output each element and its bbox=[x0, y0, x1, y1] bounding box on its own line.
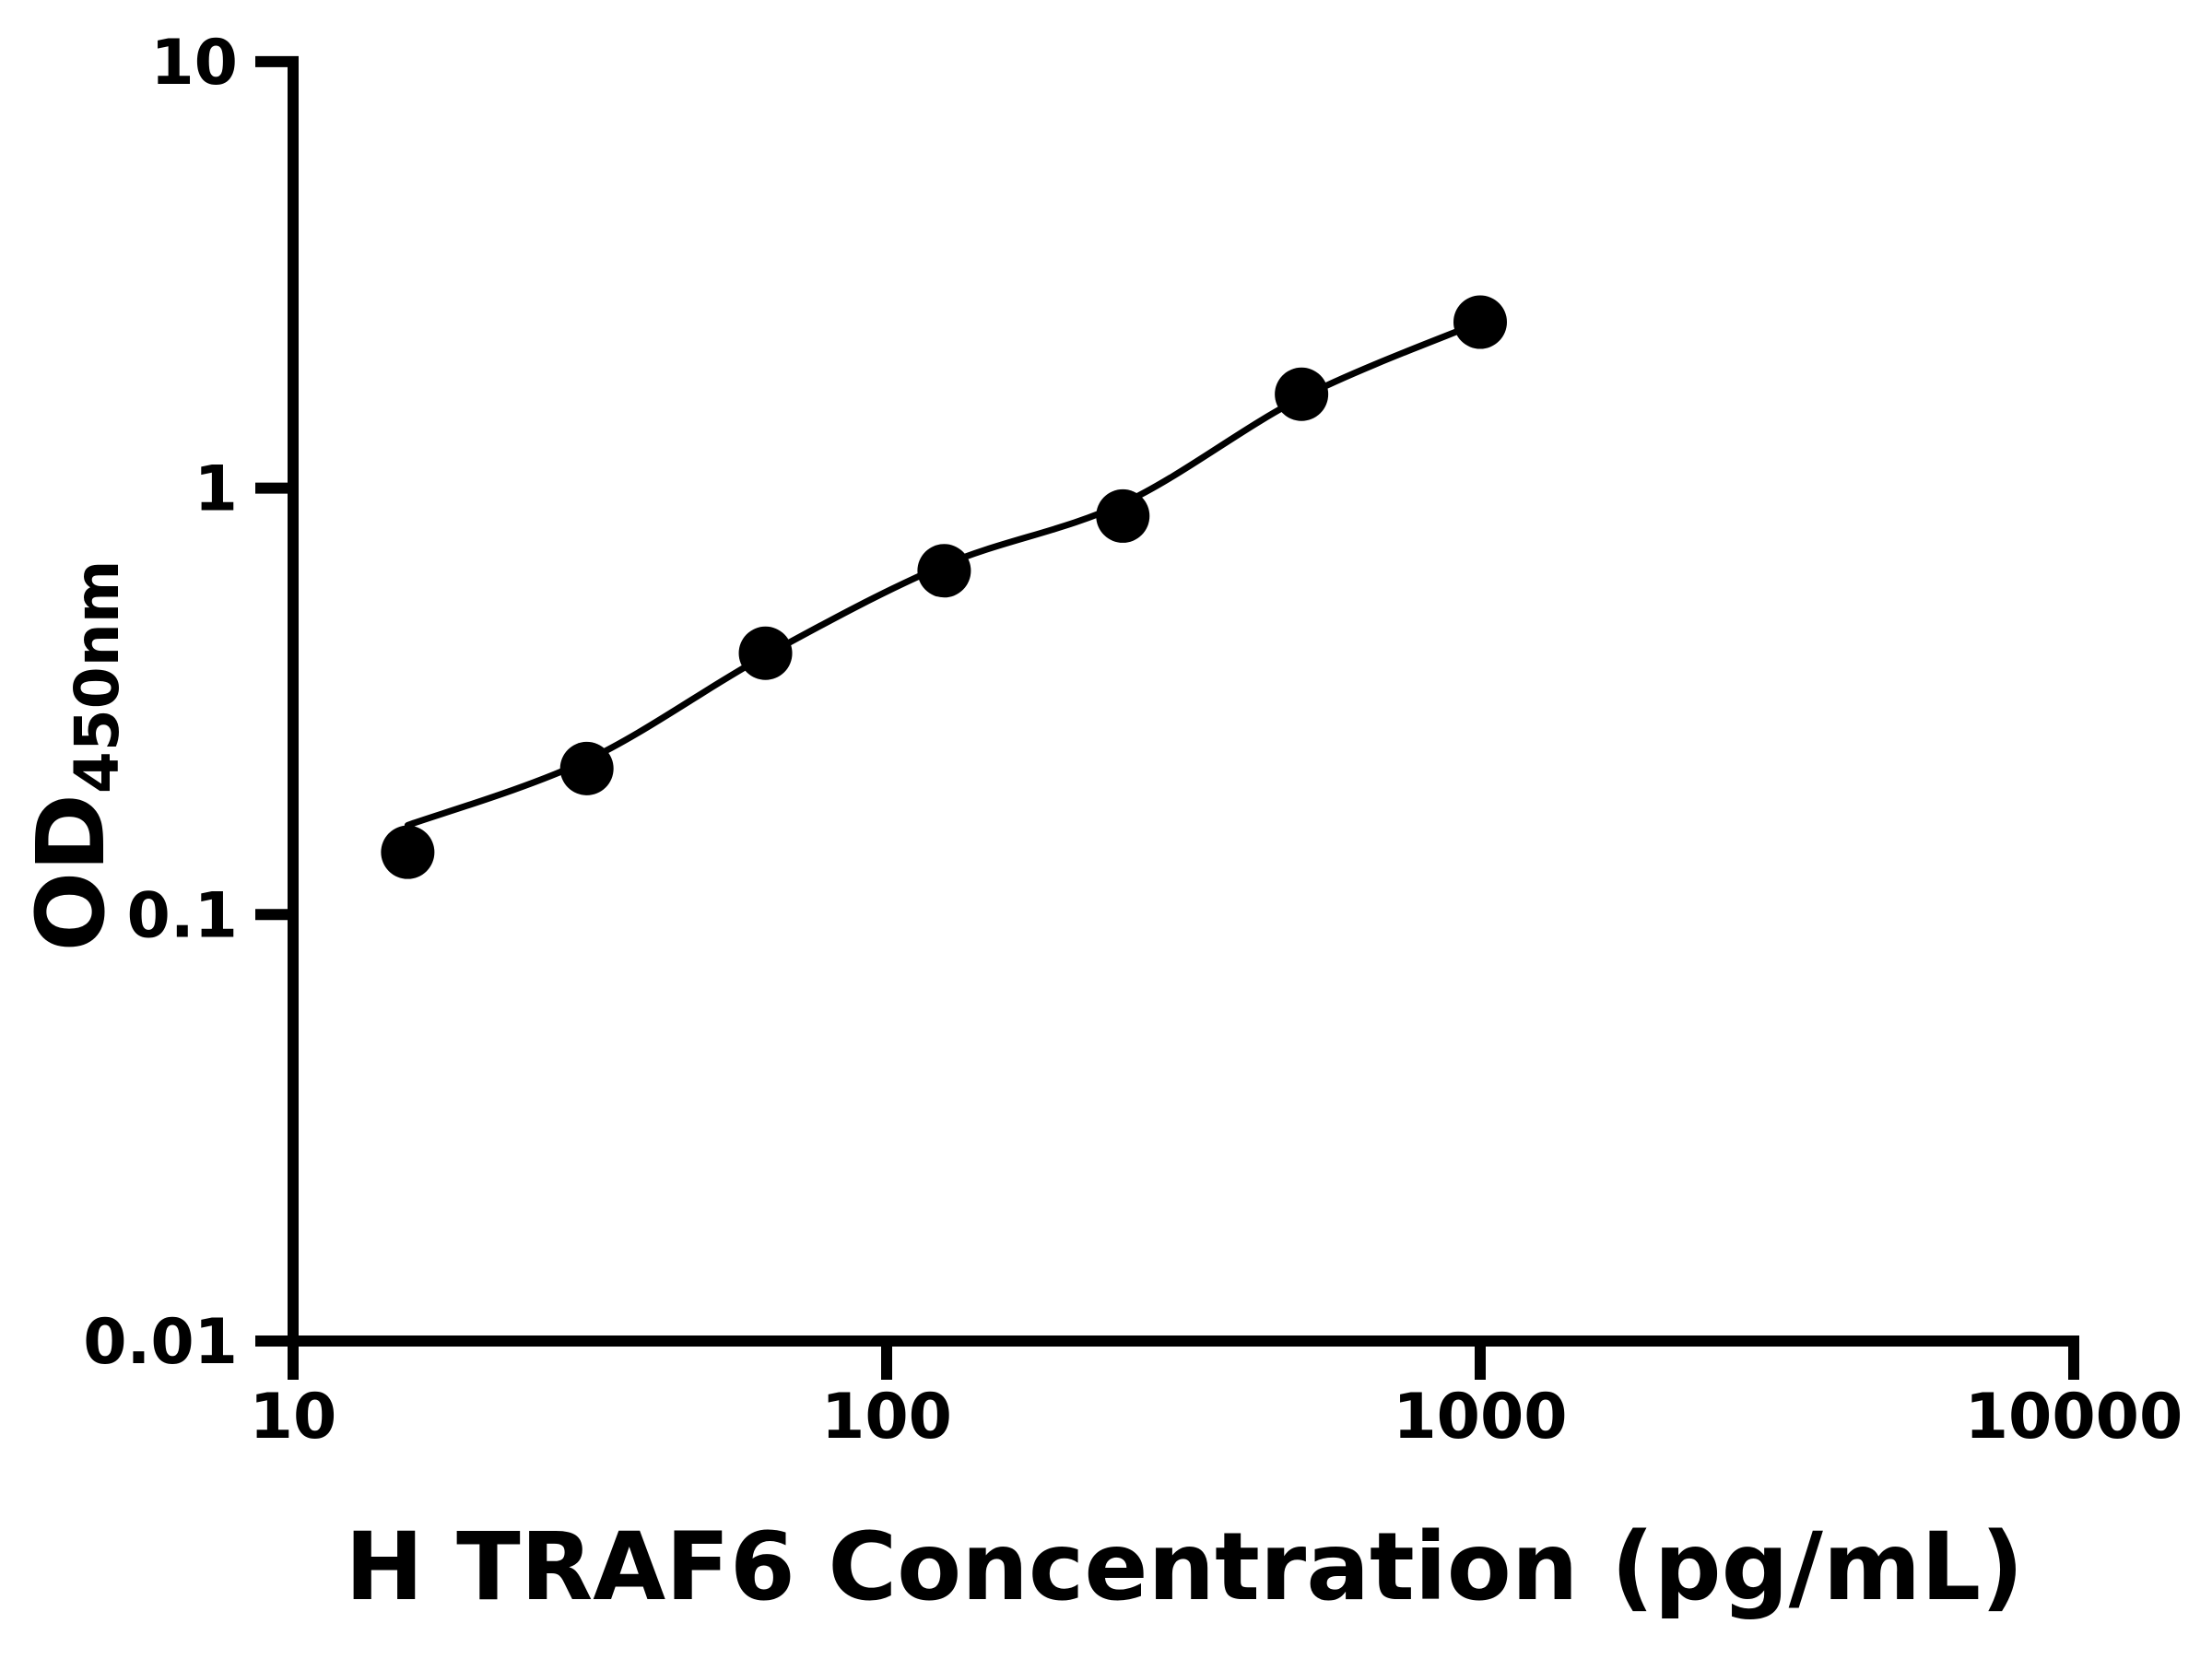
x-tick-label: 100 bbox=[821, 1381, 952, 1453]
y-axis-title-main: OD bbox=[17, 794, 126, 951]
axis-ticks bbox=[255, 482, 1486, 1380]
x-axis-line bbox=[255, 1335, 2079, 1380]
x-tick-label: 1000 bbox=[1393, 1381, 1567, 1453]
axes bbox=[255, 55, 2079, 1380]
data-points-layer bbox=[381, 295, 1507, 879]
y-axis-line bbox=[255, 55, 299, 1341]
data-point-marker bbox=[738, 626, 793, 680]
x-axis-title: H TRAF6 Concentration (pg/mL) bbox=[345, 1512, 2024, 1622]
x-tick-label: 10 bbox=[250, 1381, 337, 1453]
y-tick-label: 0.01 bbox=[83, 1306, 238, 1379]
data-point-marker bbox=[559, 741, 614, 795]
data-point-marker bbox=[1453, 295, 1507, 349]
data-point-marker bbox=[1096, 488, 1150, 543]
y-axis-title-sub: 450nm bbox=[62, 560, 133, 794]
x-tick-label: 10000 bbox=[1965, 1381, 2183, 1453]
data-point-marker bbox=[917, 544, 971, 598]
data-point-marker bbox=[1275, 367, 1329, 421]
y-tick-label: 0.1 bbox=[127, 879, 238, 952]
y-tick-label: 10 bbox=[150, 27, 238, 100]
y-axis-title: OD450nm bbox=[17, 560, 133, 952]
data-point-marker bbox=[381, 825, 435, 879]
axis-tick-labels: 0.01 0.1 1 10 10 100 1000 10000 bbox=[83, 27, 2183, 1453]
y-tick-label: 1 bbox=[194, 453, 238, 526]
